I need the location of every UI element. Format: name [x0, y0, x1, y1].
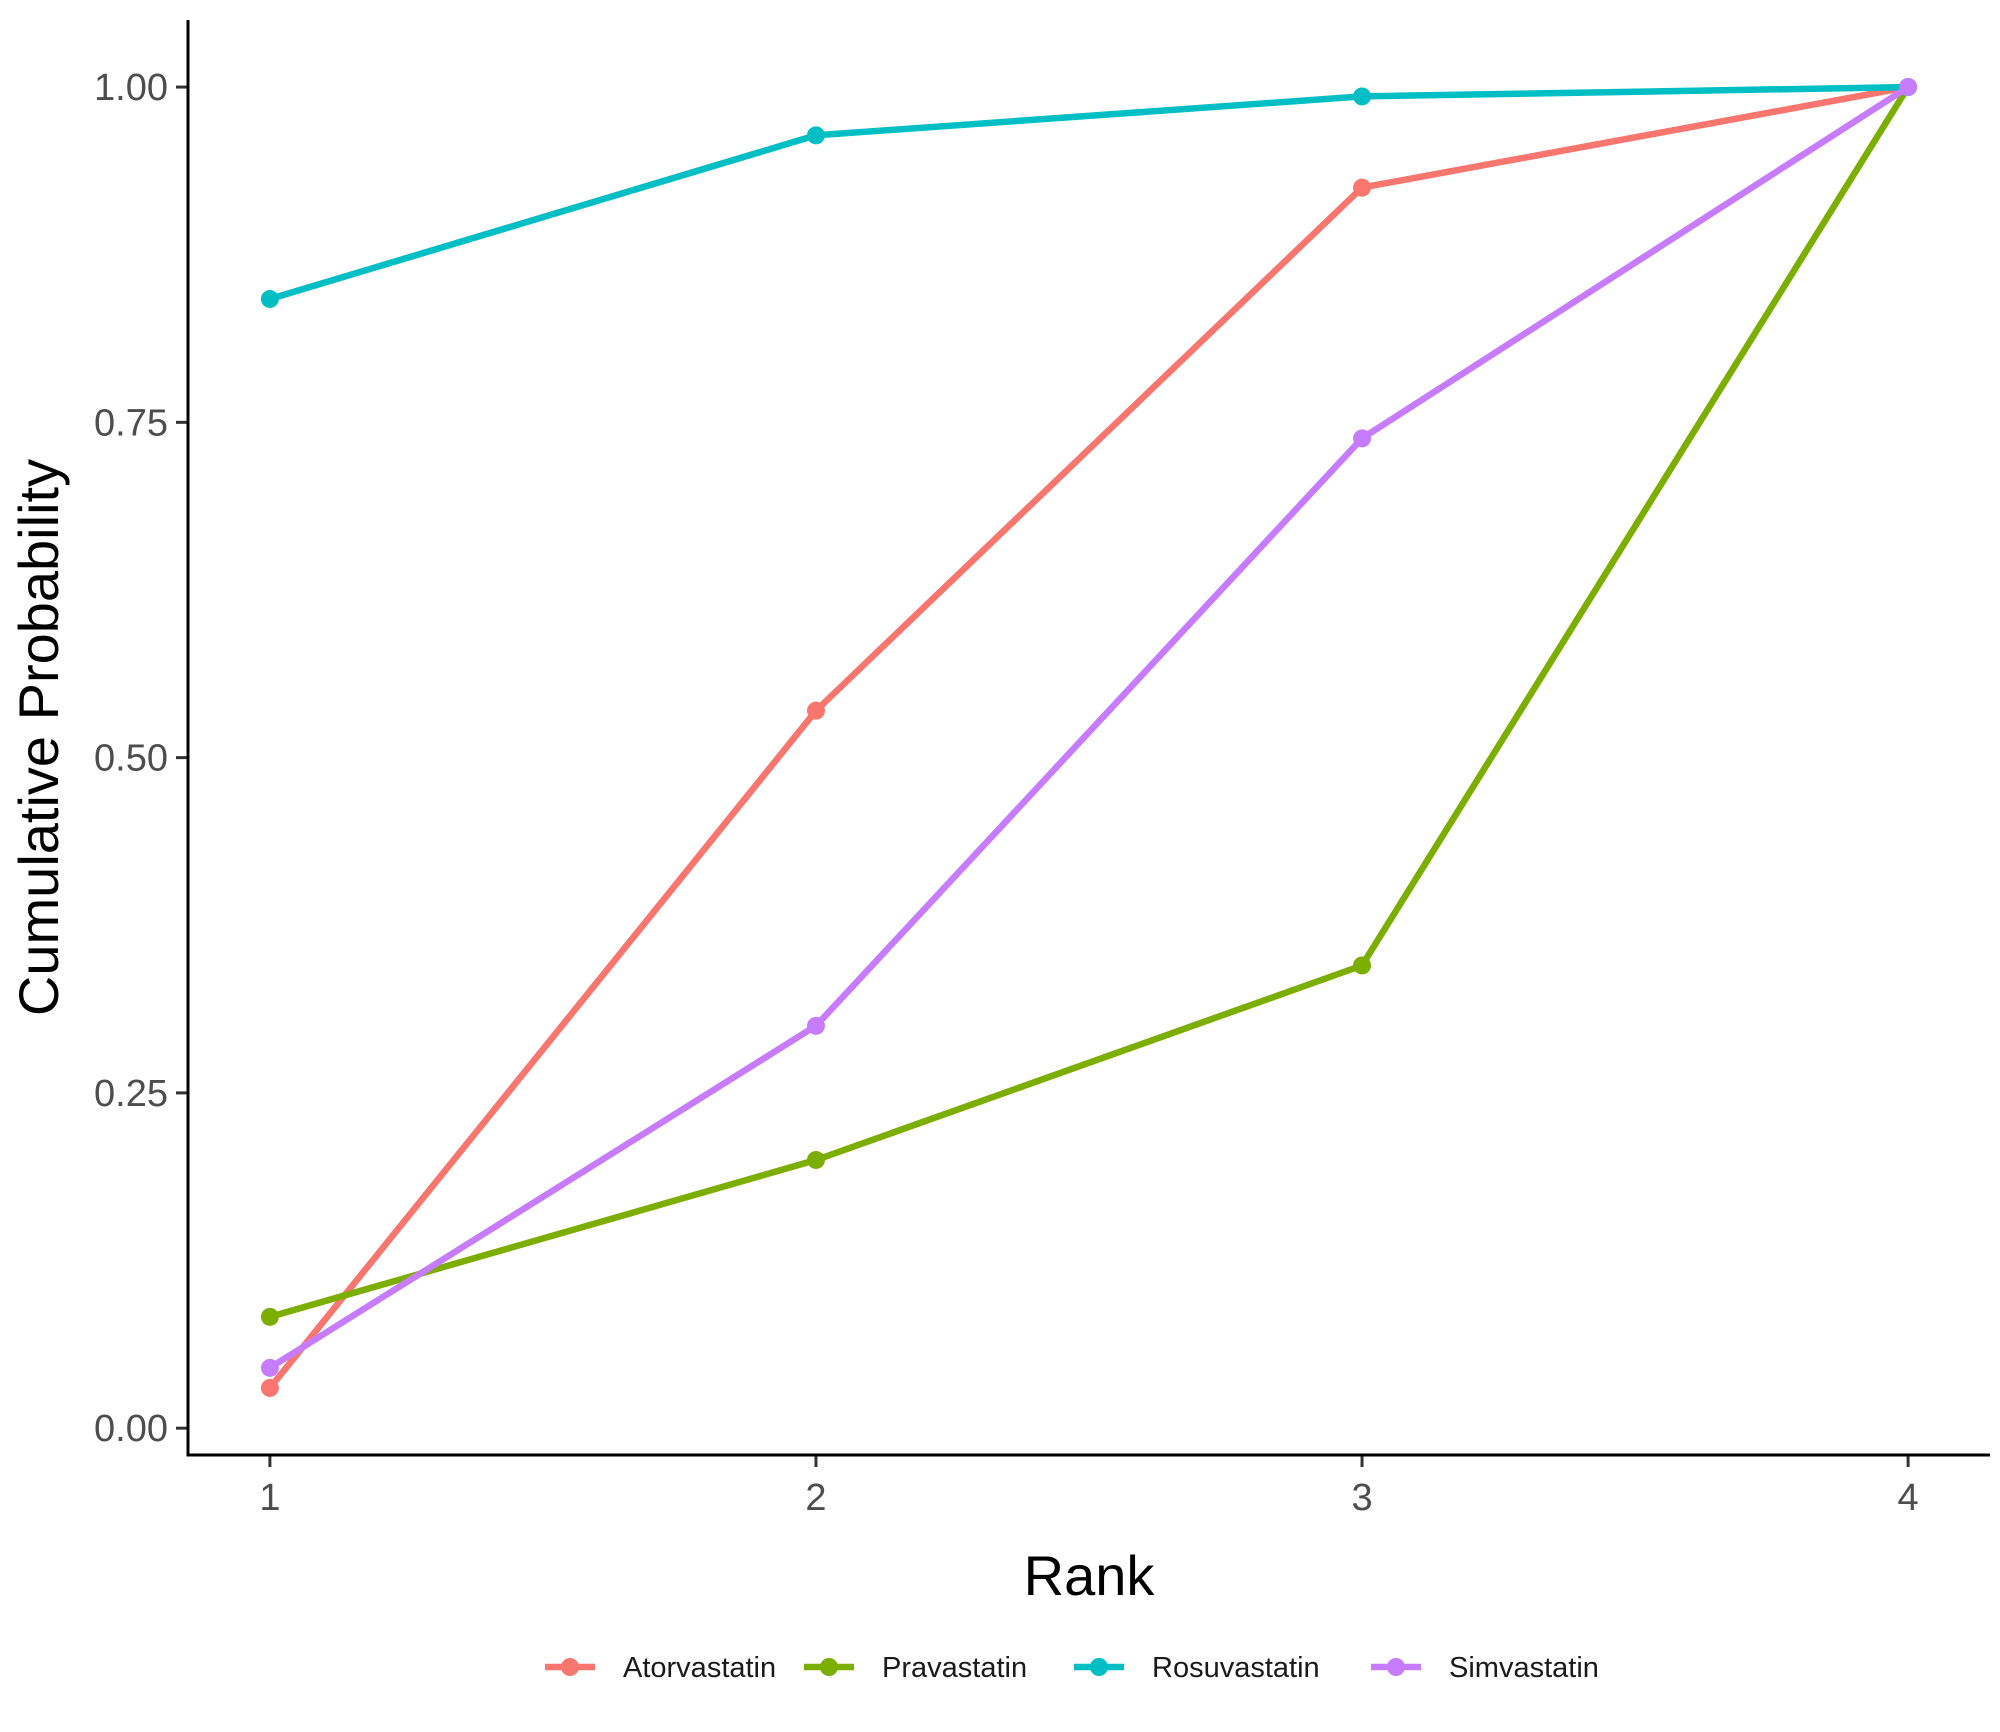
legend-item-atorvastatin: Atorvastatin	[545, 1652, 776, 1684]
legend-label: Simvastatin	[1449, 1652, 1599, 1684]
series-line-atorvastatin	[267, 83, 1909, 1390]
x-axis-title: Rank	[1024, 1544, 1156, 1607]
legend-item-pravastatin: Pravastatin	[804, 1652, 1027, 1684]
y-tick-label: 1.00	[94, 67, 168, 109]
x-tick-label: 4	[1898, 1477, 1919, 1519]
series-layer	[260, 78, 1918, 1397]
x-tick-label: 3	[1351, 1477, 1372, 1519]
x-tick-label: 2	[805, 1477, 826, 1519]
data-point-simvastatin	[806, 1016, 825, 1035]
y-tick-label: 0.75	[94, 402, 168, 444]
data-point-rosuvastatin	[806, 126, 825, 145]
legend-label: Pravastatin	[882, 1652, 1027, 1684]
legend-label: Atorvastatin	[623, 1652, 776, 1684]
data-point-rosuvastatin	[1353, 87, 1372, 106]
series-pravastatin	[260, 78, 1918, 1326]
legend-item-rosuvastatin: Rosuvastatin	[1074, 1652, 1320, 1684]
data-point-simvastatin	[260, 1358, 279, 1377]
y-tick-label: 0.00	[94, 1408, 168, 1450]
y-tick-label: 0.50	[94, 738, 168, 780]
data-point-simvastatin	[1899, 78, 1918, 97]
series-rosuvastatin	[260, 78, 1918, 308]
legend-key-point	[820, 1658, 838, 1676]
series-line-rosuvastatin	[268, 83, 1909, 303]
series-atorvastatin	[260, 78, 1918, 1397]
x-axis-ticks: 1 2 3 4	[259, 1455, 1919, 1519]
x-tick-label: 1	[259, 1477, 280, 1519]
legend-key-point	[1387, 1658, 1405, 1676]
y-axis-title: Cumulative Probability	[7, 459, 70, 1016]
legend-key-point	[1090, 1658, 1108, 1676]
y-axis-ticks: 0.00 0.25 0.50 0.75 1.00	[94, 67, 188, 1450]
data-point-atorvastatin	[806, 701, 825, 720]
data-point-pravastatin	[260, 1307, 279, 1326]
y-tick-label: 0.25	[94, 1073, 168, 1115]
data-point-simvastatin	[1353, 429, 1372, 448]
legend: Atorvastatin Pravastatin Rosuvastatin Simva…	[545, 1652, 1599, 1684]
legend-label: Rosuvastatin	[1152, 1652, 1320, 1684]
series-line-pravastatin	[269, 85, 1911, 1321]
series-line-simvastatin	[268, 84, 1910, 1371]
data-point-atorvastatin	[260, 1378, 279, 1397]
data-point-pravastatin	[1353, 956, 1372, 975]
series-simvastatin	[260, 78, 1918, 1377]
legend-item-simvastatin: Simvastatin	[1371, 1652, 1599, 1684]
data-point-atorvastatin	[1353, 178, 1372, 197]
legend-key-point	[561, 1658, 579, 1676]
data-point-rosuvastatin	[260, 289, 279, 308]
data-point-pravastatin	[806, 1150, 825, 1169]
